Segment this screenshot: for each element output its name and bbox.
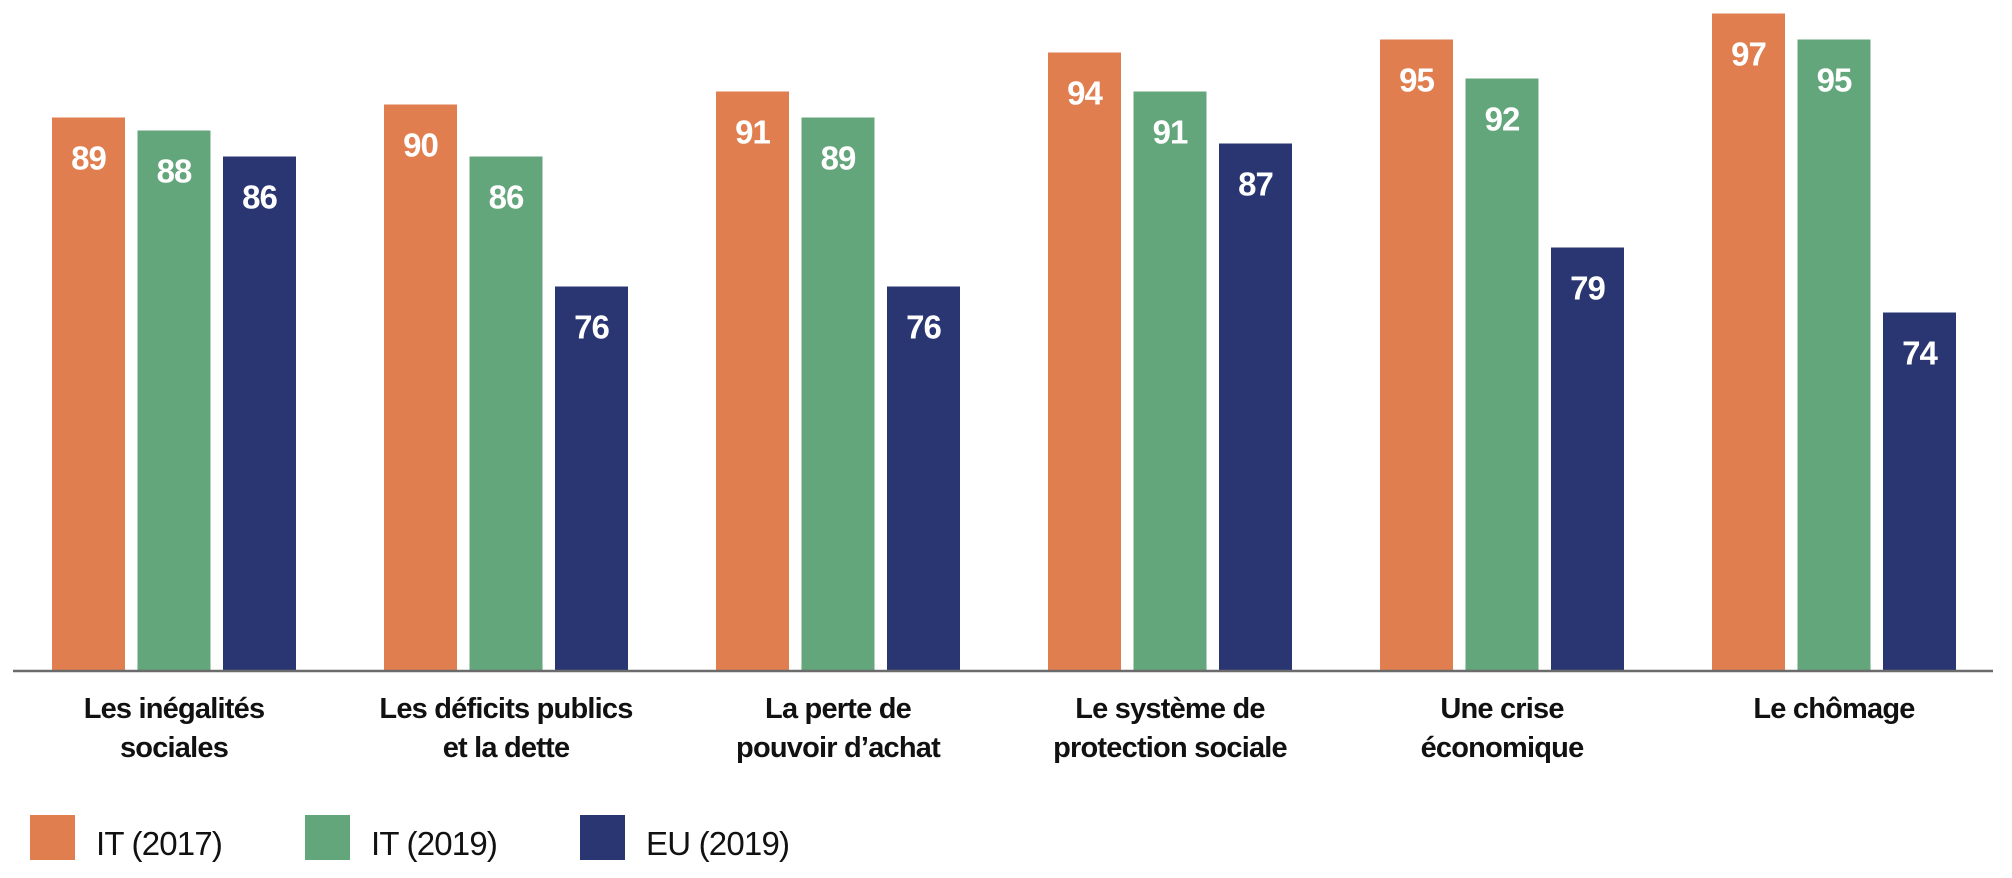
bar-5-series-3 — [1551, 247, 1624, 670]
legend-label: IT (2017) — [96, 825, 222, 862]
legend: IT (2017) IT (2019) EU (2019) — [30, 815, 790, 862]
data-label: 97 — [1731, 36, 1766, 73]
data-label: 89 — [71, 140, 106, 177]
bar-6-series-3 — [1883, 312, 1956, 670]
category-label: et la dette — [443, 732, 570, 764]
data-label: 95 — [1399, 62, 1434, 99]
bar-6-series-1 — [1712, 13, 1785, 670]
data-label: 89 — [821, 140, 856, 177]
legend-label: IT (2019) — [371, 825, 497, 862]
data-label: 76 — [574, 309, 609, 346]
bar-4-series-2 — [1133, 91, 1207, 670]
category-label: Les inégalités — [84, 693, 265, 725]
data-label: 86 — [242, 179, 277, 216]
bars-layer: 89 88 86 90 86 76 91 89 76 94 91 87 95 92 79 97 95 74 — [52, 13, 1956, 670]
category-label: pouvoir d’achat — [736, 732, 941, 764]
data-label: 94 — [1067, 75, 1103, 112]
bar-5-series-2 — [1465, 78, 1539, 670]
data-label: 90 — [403, 127, 438, 164]
legend-swatch — [580, 815, 625, 860]
bar-4-series-3 — [1219, 143, 1292, 670]
legend-label: EU (2019) — [646, 825, 789, 862]
category-label: La perte de — [765, 693, 912, 725]
data-label: 76 — [906, 309, 941, 346]
category-label: Le système de — [1075, 693, 1265, 725]
data-label: 88 — [157, 153, 192, 190]
bar-3-series-3 — [887, 286, 960, 670]
data-label: 92 — [1485, 101, 1520, 138]
legend-swatch — [30, 815, 75, 860]
category-label: Une crise — [1440, 693, 1564, 725]
data-label: 91 — [735, 114, 770, 151]
data-label: 91 — [1153, 114, 1188, 151]
category-label: économique — [1421, 732, 1584, 764]
bar-2-series-2 — [469, 156, 543, 670]
data-label: 74 — [1902, 335, 1938, 372]
data-label: 87 — [1238, 166, 1273, 203]
bar-3-series-2 — [801, 117, 875, 670]
category-label: Le chômage — [1753, 693, 1915, 725]
bar-4-series-1 — [1048, 52, 1121, 670]
bar-1-series-1 — [52, 117, 125, 670]
category-label: Les déficits publics — [379, 693, 632, 725]
bar-2-series-3 — [555, 286, 628, 670]
category-label: sociales — [120, 732, 228, 764]
legend-swatch — [305, 815, 350, 860]
bar-5-series-1 — [1380, 39, 1453, 670]
data-label: 86 — [489, 179, 524, 216]
bar-1-series-3 — [223, 156, 296, 670]
bar-3-series-1 — [716, 91, 789, 670]
data-label: 95 — [1817, 62, 1852, 99]
bar-1-series-2 — [137, 130, 211, 670]
category-labels: Les inégalités sociales Les déficits publi… — [84, 693, 1916, 764]
data-label: 79 — [1570, 270, 1605, 307]
bar-2-series-1 — [384, 104, 457, 670]
category-label: protection sociale — [1053, 732, 1287, 764]
bar-6-series-2 — [1797, 39, 1871, 670]
